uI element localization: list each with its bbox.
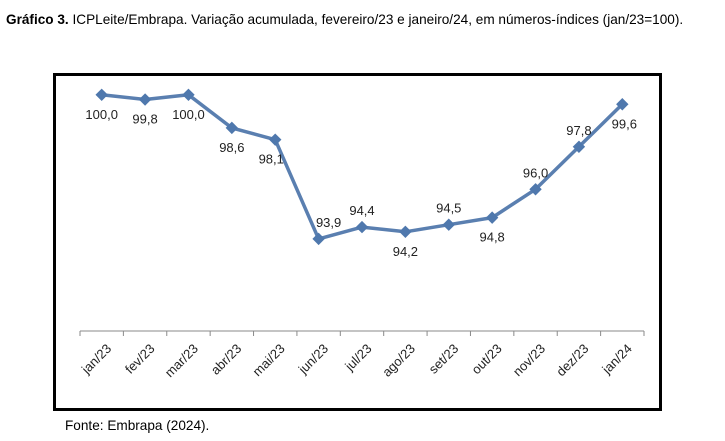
data-label: 98,1 bbox=[259, 152, 284, 167]
data-point-marker bbox=[95, 88, 108, 102]
line-chart: 100,0 99,8 100,0 98,6 98,1 93,9 94,4 94,2 94,5 94… bbox=[78, 88, 645, 380]
data-point-marker bbox=[572, 140, 586, 153]
data-point-marker bbox=[138, 93, 152, 106]
data-label: 97,8 bbox=[566, 123, 591, 138]
data-label: 98,6 bbox=[219, 140, 244, 155]
data-label: 94,2 bbox=[393, 244, 418, 259]
chart-caption: Gráfico 3. ICPLeite/Embrapa. Variação ac… bbox=[6, 10, 718, 30]
caption-text: ICPLeite/Embrapa. Variação acumulada, fe… bbox=[72, 12, 684, 27]
data-point-marker bbox=[225, 121, 239, 135]
chart-frame: 100,0 99,8 100,0 98,6 98,1 93,9 94,4 94,2 94,5 94… bbox=[53, 73, 662, 411]
x-tick-label: ago/23 bbox=[379, 341, 418, 380]
data-point-marker bbox=[399, 225, 412, 239]
data-point-marker bbox=[485, 211, 499, 224]
data-point-marker bbox=[616, 98, 629, 111]
data-point-marker bbox=[529, 183, 542, 196]
x-tick-label: abr/23 bbox=[208, 341, 245, 378]
data-point-marker bbox=[312, 232, 325, 246]
source-note: Fonte: Embrapa (2024). bbox=[65, 418, 210, 433]
x-tick-label: jan/23 bbox=[78, 341, 114, 377]
x-tick-label: jun/23 bbox=[295, 341, 331, 377]
x-tick-label: jan/24 bbox=[599, 341, 635, 377]
data-label: 94,4 bbox=[349, 203, 374, 218]
data-point-marker bbox=[442, 218, 455, 231]
data-label: 100,0 bbox=[172, 107, 205, 122]
x-tick-label: mai/23 bbox=[250, 341, 288, 379]
x-tick-label: fev/23 bbox=[122, 341, 158, 377]
caption-prefix: Gráfico 3. bbox=[6, 12, 69, 27]
data-label: 96,0 bbox=[523, 165, 548, 180]
data-label: 99,6 bbox=[612, 116, 637, 131]
data-label: 94,5 bbox=[436, 201, 461, 216]
data-label: 93,9 bbox=[316, 215, 341, 230]
x-tick-label: set/23 bbox=[426, 341, 462, 377]
x-tick-label: mar/23 bbox=[162, 341, 201, 380]
data-label: 94,8 bbox=[479, 230, 504, 245]
x-tick-label: jul/23 bbox=[341, 341, 374, 374]
data-point-marker bbox=[182, 88, 195, 102]
data-label: 99,8 bbox=[132, 112, 157, 127]
data-point-marker bbox=[355, 220, 369, 234]
data-point-marker bbox=[269, 133, 282, 146]
data-label: 100,0 bbox=[85, 107, 118, 122]
x-tick-label: out/23 bbox=[469, 341, 505, 377]
x-tick-label: dez/23 bbox=[553, 341, 591, 379]
x-tick-label: nov/23 bbox=[510, 341, 548, 379]
